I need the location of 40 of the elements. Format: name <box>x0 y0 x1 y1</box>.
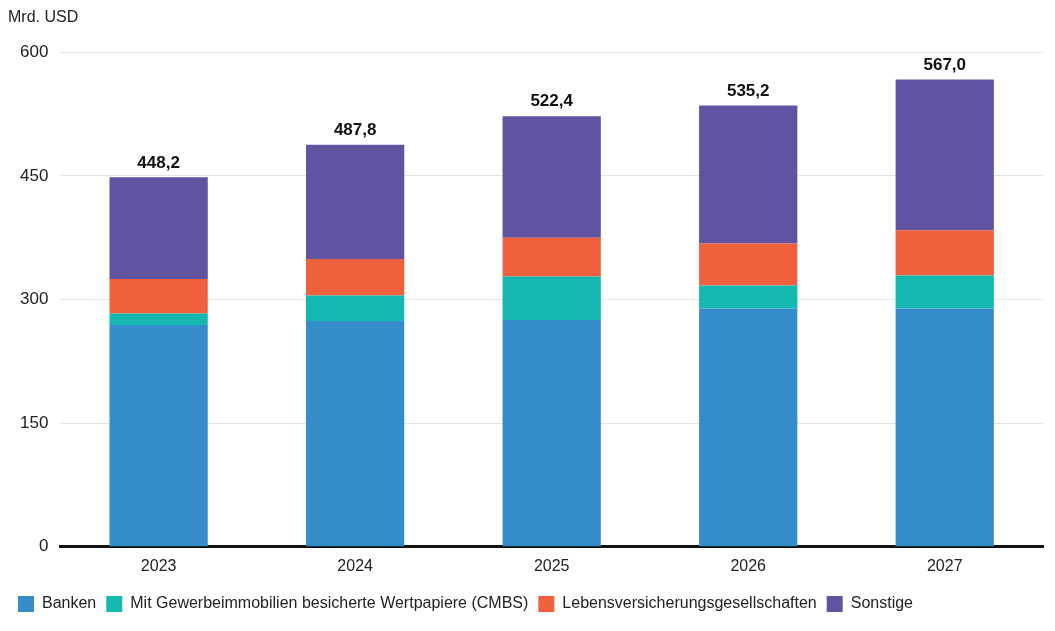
bar <box>699 105 798 244</box>
bar <box>109 177 208 279</box>
bar <box>109 313 208 326</box>
total-label: 567,0 <box>923 54 967 74</box>
legend-label: Lebensversicherungsgesellschaften <box>562 594 817 612</box>
bar <box>895 275 994 309</box>
bar <box>699 285 798 309</box>
total-label: 448,2 <box>137 152 180 172</box>
x-tick-label: 2025 <box>533 556 570 574</box>
bar <box>895 230 994 276</box>
bar <box>699 308 798 547</box>
bar <box>306 144 405 260</box>
bar <box>109 278 208 314</box>
total-label: 487,8 <box>333 119 377 139</box>
bar <box>895 308 994 547</box>
x-tick-label: 2023 <box>140 556 177 574</box>
legend-label: Mit Gewerbeimmobilien besicherte Wertpapiere (CMBS) <box>130 594 529 612</box>
bar <box>502 116 601 238</box>
total-label: 535,2 <box>726 80 770 100</box>
bar <box>502 320 601 547</box>
total-label: 522,4 <box>530 91 574 111</box>
x-tick-label: 2027 <box>926 556 963 574</box>
bar <box>502 237 601 277</box>
bar <box>699 243 798 286</box>
bar <box>502 276 601 321</box>
bar <box>306 295 405 321</box>
x-tick-label: 2024 <box>337 556 374 574</box>
y-tick-label: 0 <box>38 536 49 556</box>
bar <box>306 259 405 296</box>
bar <box>109 325 208 547</box>
x-tick-label: 2026 <box>730 556 767 574</box>
legend-label: Banken <box>42 594 97 612</box>
y-tick-label: 600 <box>19 41 49 61</box>
y-tick-label: 150 <box>19 412 49 432</box>
bar <box>306 320 405 547</box>
y-tick-label: 300 <box>19 289 49 309</box>
legend-label: Sonstige <box>850 594 914 612</box>
y-tick-label: 450 <box>19 165 49 185</box>
y-axis-title: Mrd. USD <box>8 8 80 27</box>
bar <box>895 79 994 231</box>
